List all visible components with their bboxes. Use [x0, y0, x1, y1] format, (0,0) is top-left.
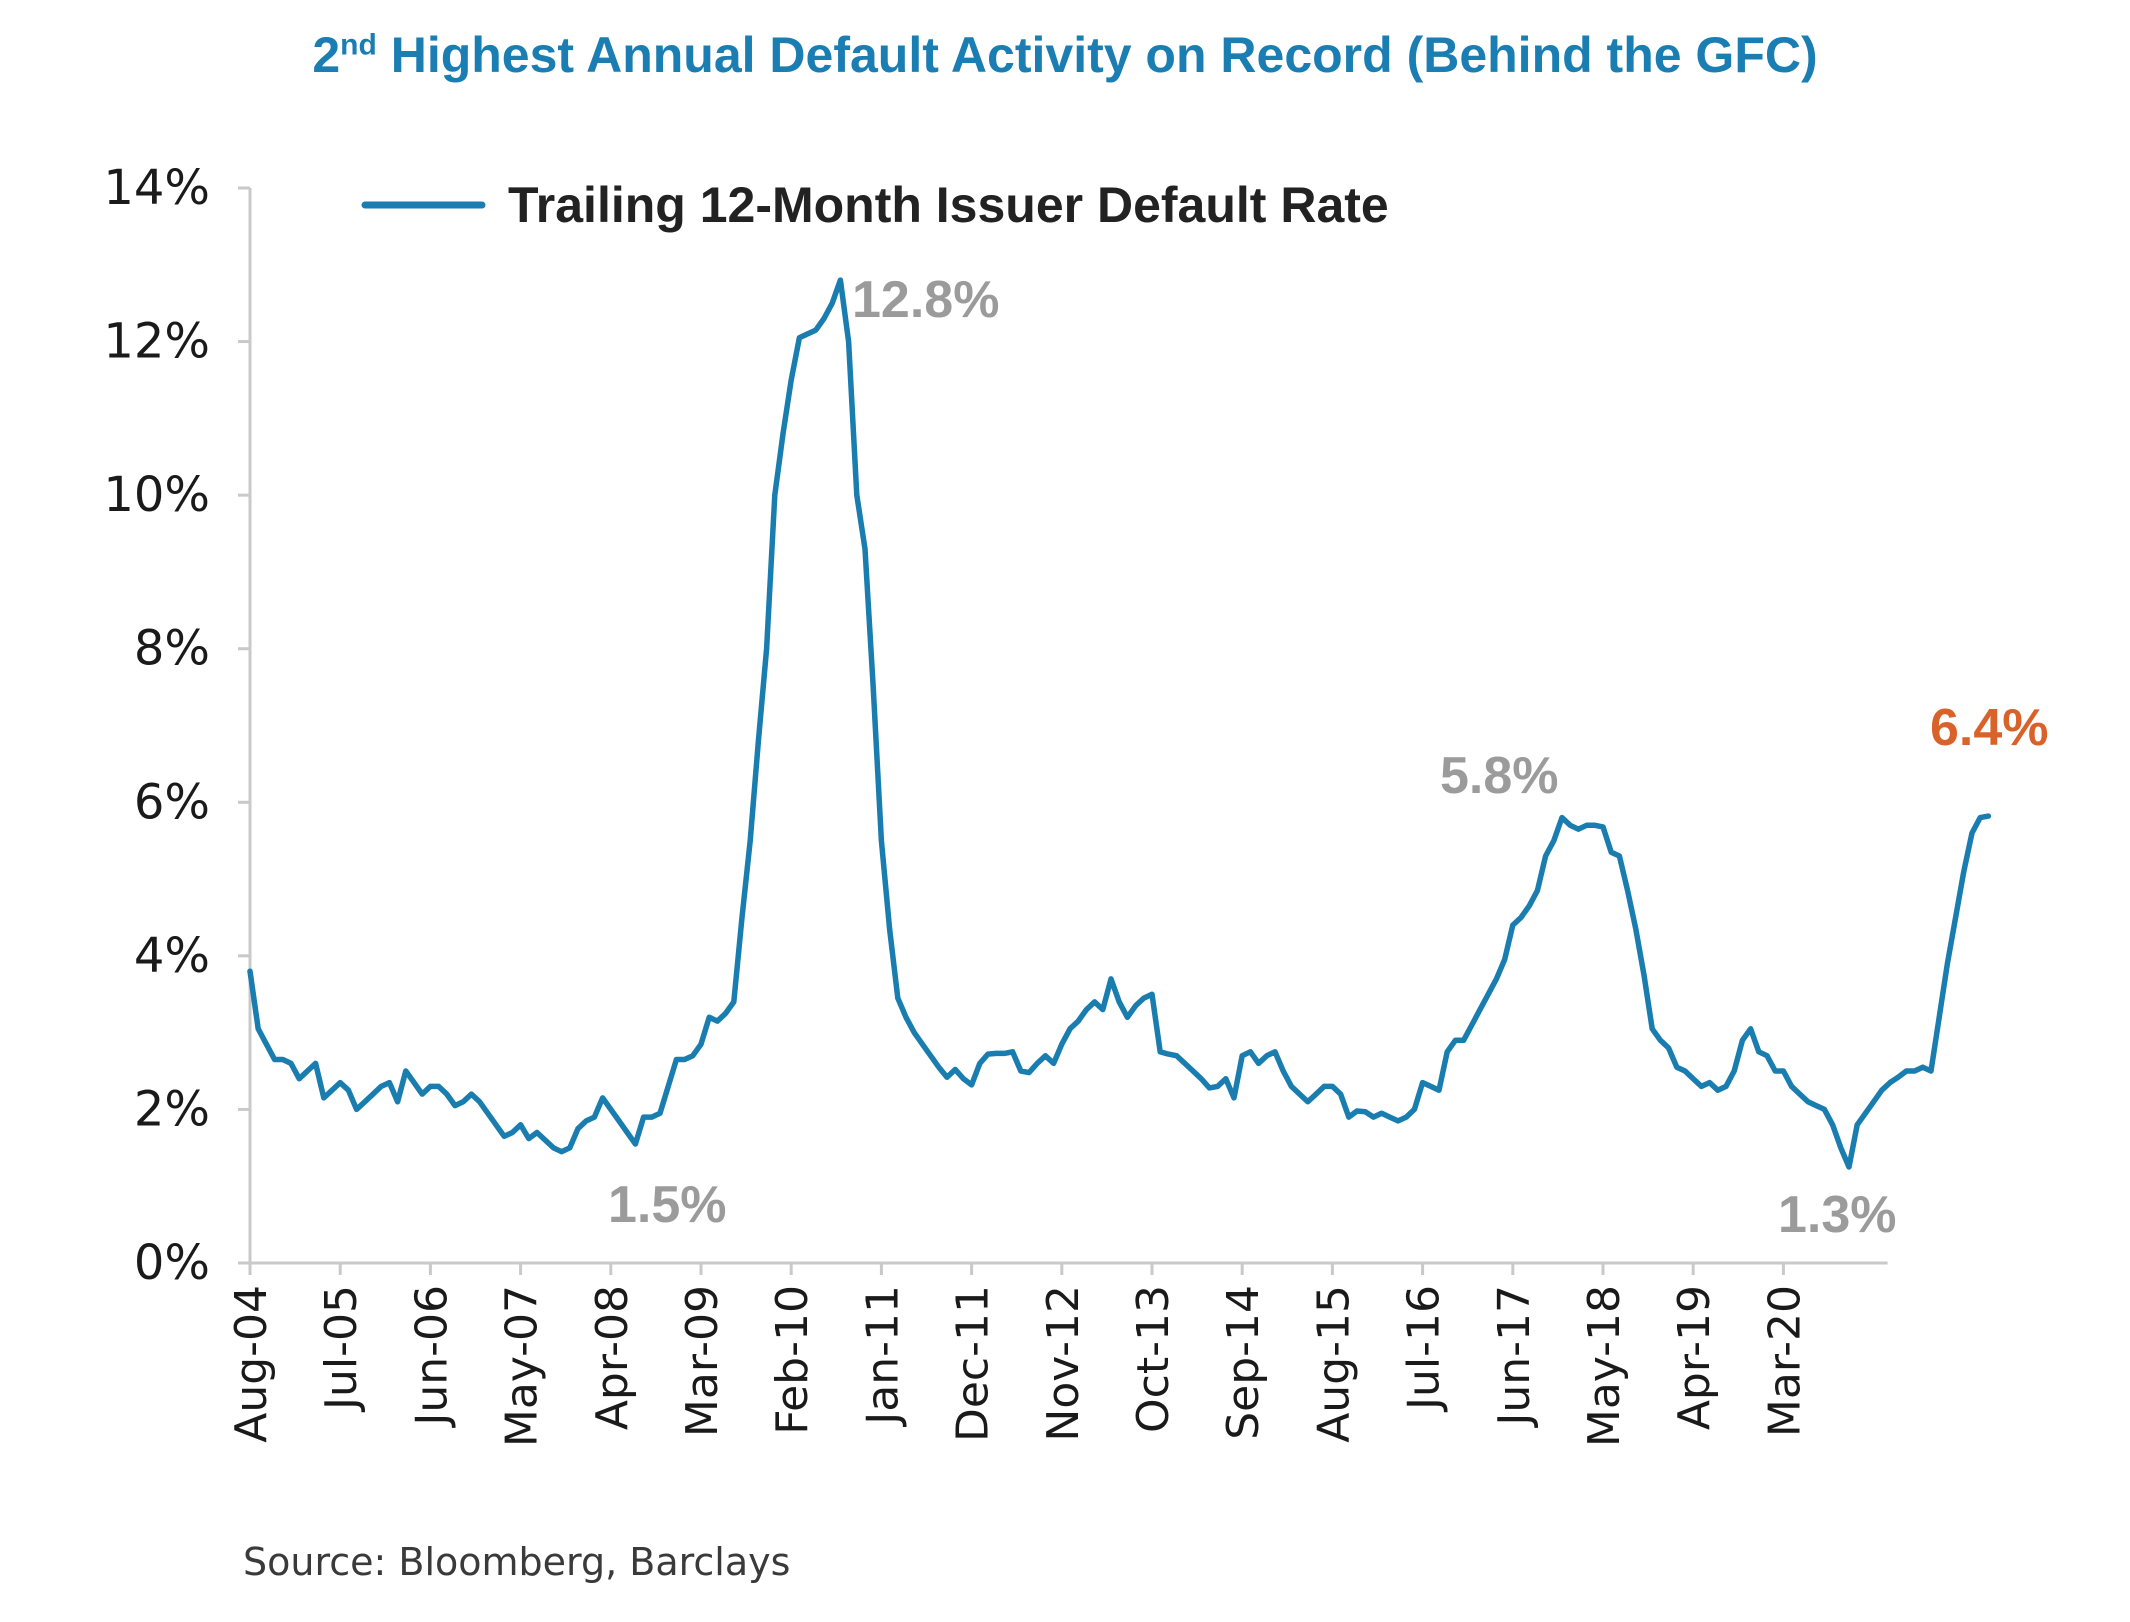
x-tick-label: Jul-05	[316, 1285, 367, 1413]
legend: Trailing 12-Month Issuer Default Rate	[361, 177, 1389, 233]
y-tick-label: 2%	[134, 1081, 210, 1137]
series-line	[247, 277, 1992, 1170]
x-tick-label: Feb-10	[767, 1285, 818, 1435]
x-tick-label: Apr-19	[1669, 1285, 1720, 1430]
y-tick-label: 12%	[103, 314, 210, 370]
x-tick-label: Aug-15	[1308, 1285, 1359, 1443]
annotation-label: 5.8%	[1440, 747, 1559, 805]
x-tick-label: Sep-14	[1218, 1285, 1269, 1440]
title-ordinal-suffix: nd	[340, 28, 377, 62]
x-tick-label: Nov-12	[1038, 1285, 1089, 1442]
y-tick-label: 10%	[103, 467, 210, 523]
annotation-label: 1.5%	[608, 1176, 727, 1234]
x-tick-label: Mar-09	[677, 1285, 728, 1437]
y-tick-label: 6%	[134, 774, 210, 830]
legend-label: Trailing 12-Month Issuer Default Rate	[508, 177, 1389, 233]
title-text: Highest Annual Default Activity on Recor…	[376, 27, 1818, 83]
title-ordinal-number: 2	[312, 27, 341, 83]
x-tick-label: Jun-17	[1489, 1285, 1540, 1429]
y-tick-label: 14%	[103, 160, 210, 216]
y-axis: 0% 2% 4% 6% 8% 10% 12% 14%	[103, 160, 252, 1291]
x-tick-label: May-07	[497, 1285, 548, 1447]
y-tick-label: 8%	[134, 621, 210, 677]
series-group	[247, 277, 1992, 1170]
x-tick-label: Oct-13	[1128, 1285, 1179, 1433]
x-tick-label: Mar-20	[1759, 1285, 1810, 1437]
y-tick-label: 0%	[134, 1235, 210, 1291]
x-tick-label: May-18	[1579, 1285, 1630, 1447]
x-tick-label: Aug-04	[226, 1285, 277, 1443]
x-tick-label: Jul-16	[1399, 1285, 1450, 1413]
chart-title: 2nd Highest Annual Default Activity on R…	[0, 26, 2130, 84]
source-note: Source: Bloomberg, Barclays	[243, 1540, 791, 1584]
x-tick-label: Apr-08	[587, 1285, 638, 1430]
annotation-label: 1.3%	[1778, 1186, 1897, 1244]
x-tick-label: Dec-11	[948, 1285, 999, 1442]
x-axis: Aug-04 Jul-05 Jun-06 May-07 Apr-08 Mar-09 Feb-…	[226, 1261, 1888, 1447]
y-tick-label: 4%	[134, 928, 210, 984]
annotation-label: 6.4%	[1930, 699, 2049, 757]
x-tick-label: Jan-11	[857, 1285, 908, 1428]
annotations: 12.8% 1.5% 5.8% 1.3% 6.4%	[608, 271, 2049, 1244]
x-tick-label: Jun-06	[406, 1285, 457, 1429]
annotation-label: 12.8%	[852, 271, 999, 329]
